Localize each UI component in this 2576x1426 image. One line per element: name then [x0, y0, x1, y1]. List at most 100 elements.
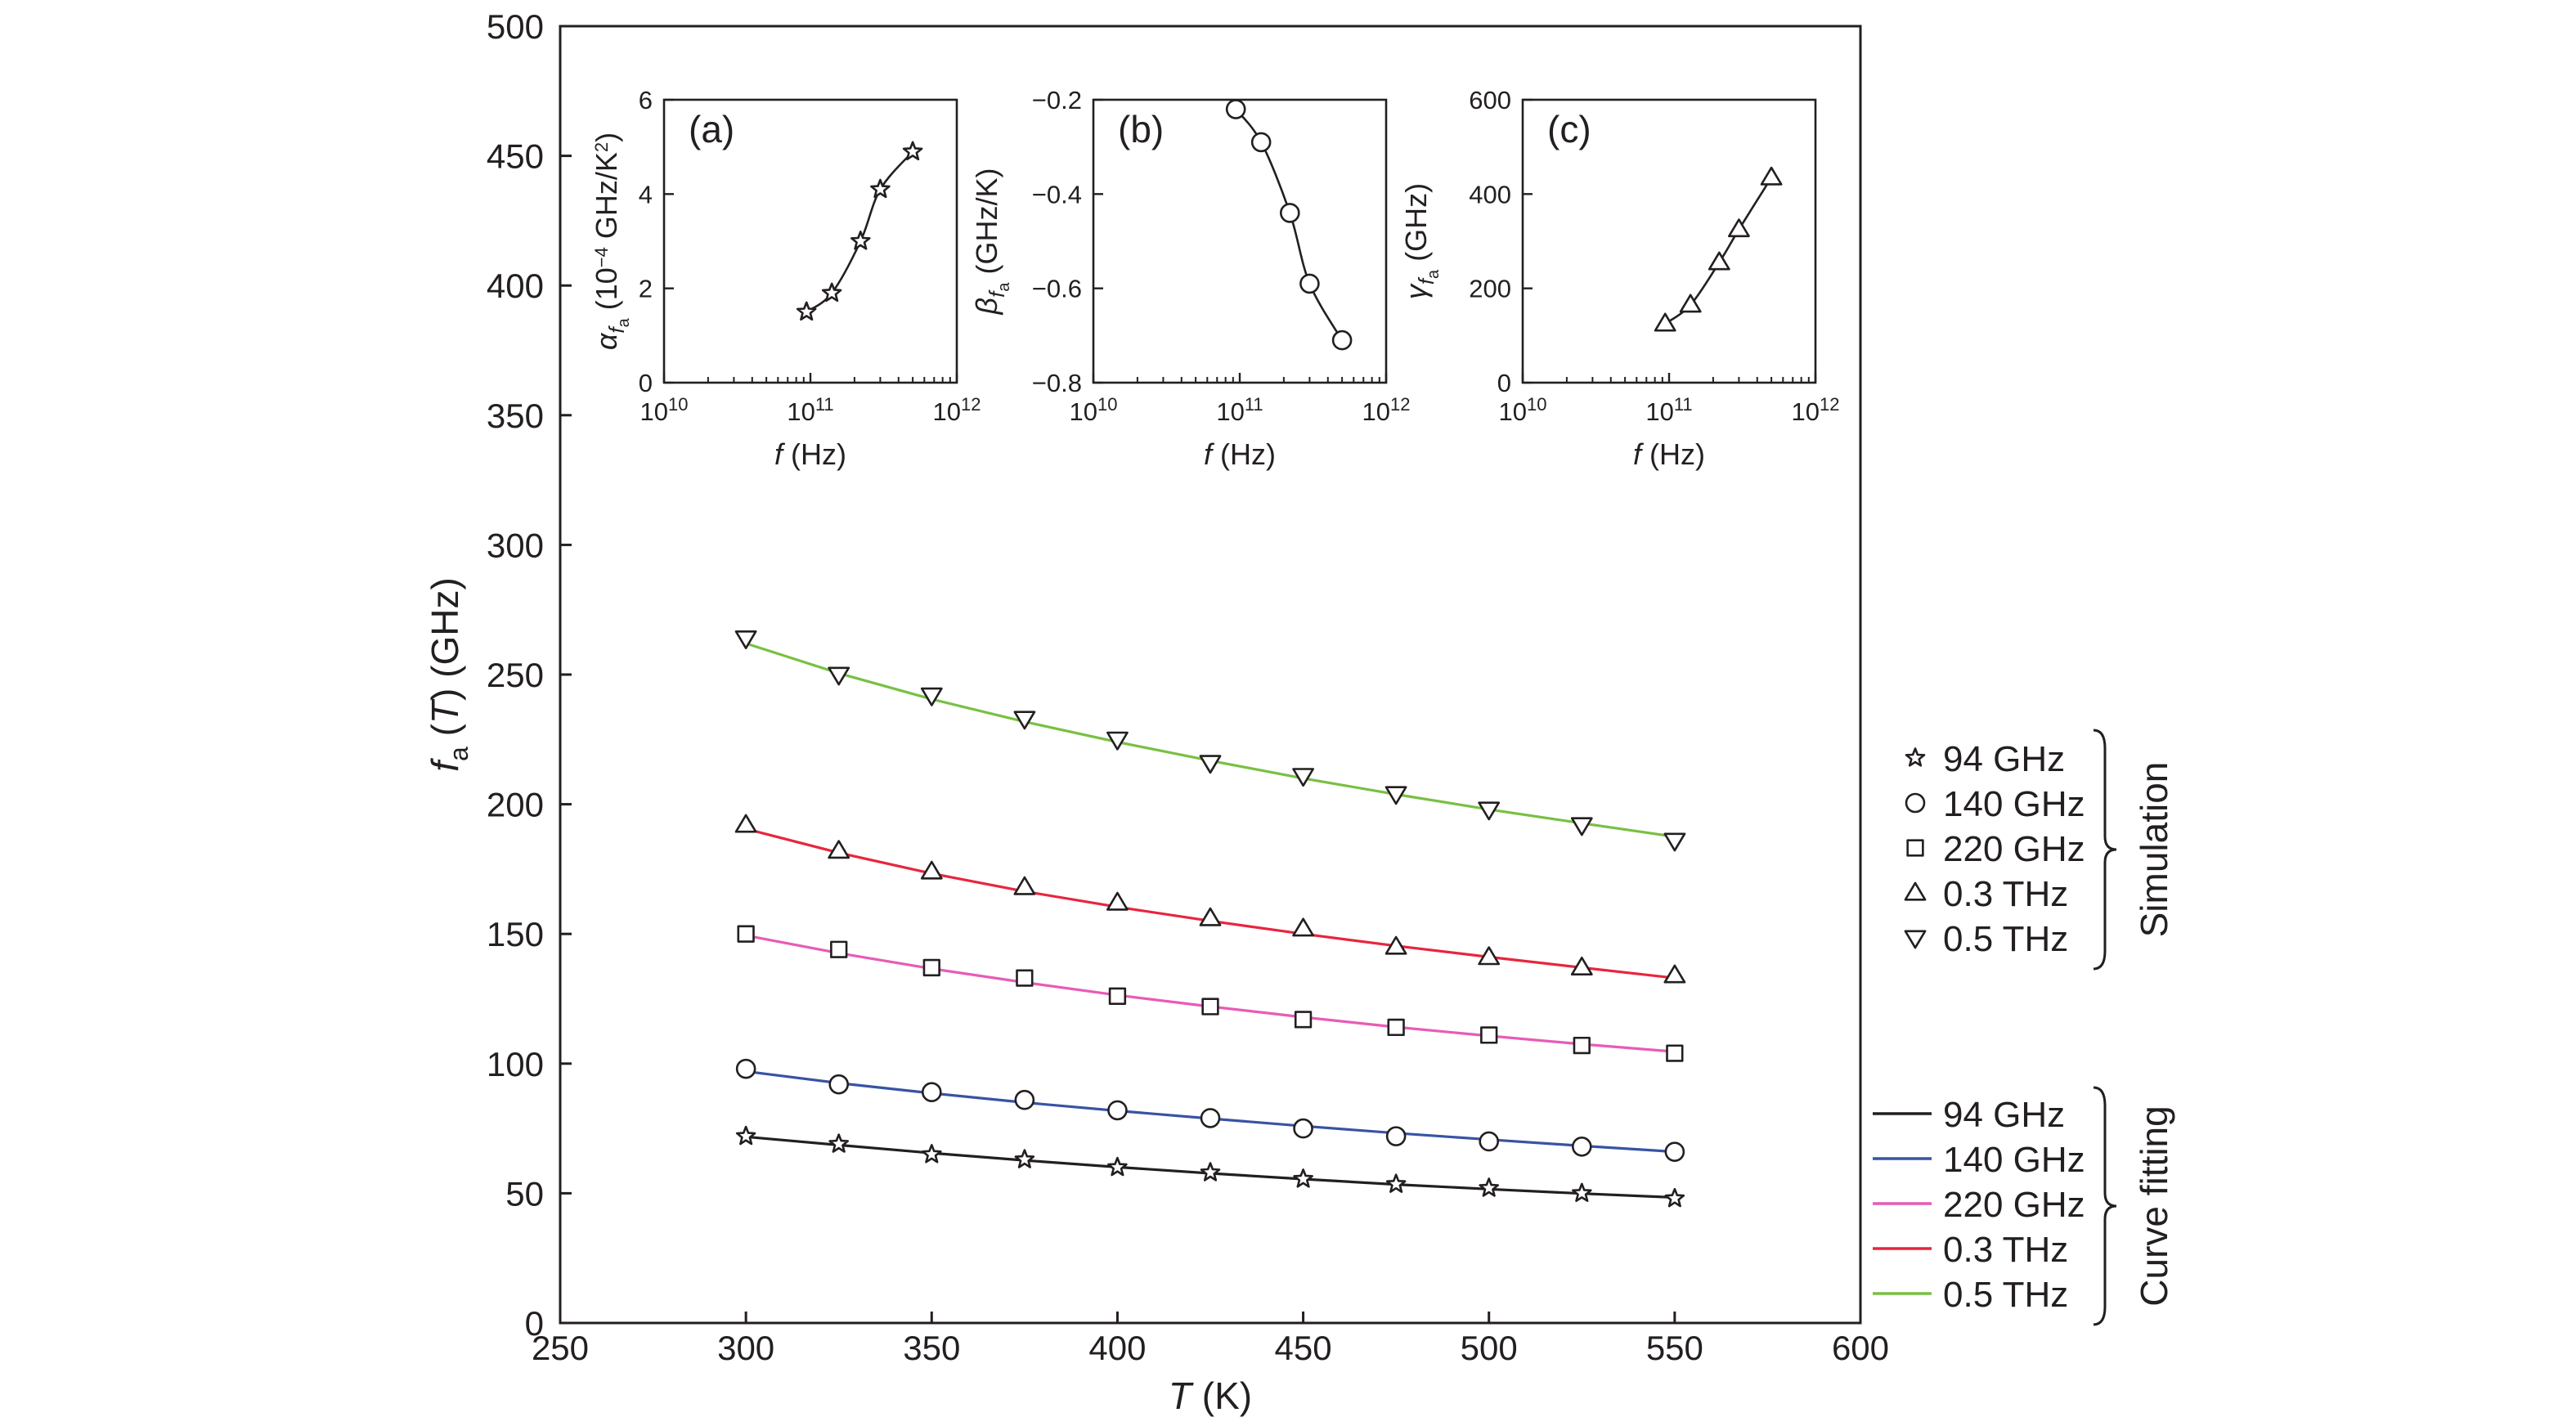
inset-y-axis-title-subsub: a: [995, 282, 1013, 292]
main-x-tick-label-550: 550: [1646, 1329, 1703, 1367]
sim-point-220-ghz-550: [1666, 1044, 1684, 1062]
inset-point-3: [870, 178, 891, 199]
inset-y-tick-label: 2: [639, 275, 653, 303]
sim-point-140-ghz-325: [828, 1074, 850, 1095]
inset-x-tick-exponent: 11: [815, 394, 834, 415]
sim-point-220-ghz-325: [830, 940, 848, 958]
inset-point-2: [850, 231, 871, 250]
inset-point-4: [1331, 330, 1353, 351]
inset-y-tick-label: −0.2: [1032, 86, 1082, 114]
fit-line-220-ghz: [745, 934, 1676, 1053]
inset-y-tick-label: 200: [1469, 275, 1511, 303]
inset-y-axis-title-subsub: a: [1425, 269, 1443, 279]
inset-point-1: [1250, 132, 1272, 153]
inset-y-axis-title-symbol: α: [590, 332, 623, 350]
main-x-tick-label-400: 400: [1088, 1329, 1146, 1367]
sim-point-140-ghz-350: [921, 1082, 942, 1102]
inset-x-tick-label: 1011: [787, 394, 833, 426]
main-y-tick-label-400: 400: [487, 267, 544, 305]
main-x-axis-title: T (K): [1169, 1374, 1252, 1417]
legend-fitting-title: Curve fitting: [2133, 1105, 2175, 1306]
inset-x-tick-base: 10: [1216, 397, 1244, 426]
sim-point-94-ghz-350: [922, 1144, 942, 1164]
inset-panel-label: (b): [1118, 108, 1164, 150]
legend-fit-label-94-ghz: 94 GHz: [1943, 1095, 2065, 1135]
sim-point-220-ghz-500: [1480, 1026, 1498, 1044]
inset-x-tick-base: 10: [1499, 397, 1527, 426]
main-x-axis-title-symbol: T: [1169, 1374, 1194, 1417]
sim-point-0-5-thz-425: [1199, 755, 1222, 774]
inset-frame: [1521, 98, 1817, 384]
main-y-axis-title-symbol: f: [424, 758, 466, 772]
sim-point-0-3-thz-375: [1013, 876, 1036, 895]
inset-y-tick-label: 0: [639, 369, 653, 397]
inset-x-tick-exponent: 12: [1820, 394, 1839, 415]
sim-point-94-ghz-300: [735, 1125, 756, 1146]
legend-sim-marker-0-3-thz: [1904, 881, 1927, 901]
sim-point-140-ghz-450: [1293, 1118, 1313, 1139]
inset-y-tick-label: 400: [1469, 180, 1511, 209]
main-y-tick-label-250: 250: [487, 656, 544, 694]
sim-point-0-5-thz-525: [1570, 817, 1593, 836]
main-y-tick-label-150: 150: [487, 915, 544, 953]
sim-point-94-ghz-400: [1107, 1156, 1128, 1177]
sim-point-220-ghz-400: [1108, 987, 1127, 1005]
inset-point-1: [1679, 294, 1702, 313]
main-y-tick-label-50: 50: [505, 1174, 544, 1213]
inset-point-3: [1728, 218, 1750, 238]
inset-point-4: [902, 141, 923, 161]
sim-point-0-5-thz-300: [734, 630, 757, 650]
inset-y-tick-label: 4: [639, 180, 653, 209]
main-plot: 250 300 350 400 450 500 550 6000501001502002503…: [424, 7, 1889, 1417]
inset-panel-label: (c): [1547, 108, 1591, 150]
sim-point-0-3-thz-550: [1663, 964, 1686, 984]
sim-point-140-ghz-300: [735, 1058, 756, 1079]
sim-point-94-ghz-525: [1572, 1182, 1592, 1202]
main-y-tick-label-200: 200: [487, 786, 544, 824]
main-y-axis-title-variable: T: [424, 698, 466, 724]
sim-point-140-ghz-375: [1014, 1089, 1035, 1110]
inset-x-tick-base: 10: [1645, 397, 1673, 426]
inset-x-tick-label: 1012: [933, 394, 981, 426]
inset-x-tick-label: 1011: [1645, 394, 1692, 426]
main-y-tick-label-450: 450: [487, 137, 544, 176]
sim-point-220-ghz-350: [922, 958, 940, 977]
inset-y-tick-label: −0.4: [1032, 180, 1082, 209]
sim-point-0-3-thz-350: [920, 860, 943, 880]
sim-point-0-5-thz-450: [1292, 768, 1314, 787]
inset-x-tick-exponent: 11: [1674, 394, 1693, 415]
inset-x-tick-label: 1010: [1070, 394, 1118, 426]
inset-y-axis-title-exponent: −4: [591, 247, 612, 267]
sim-point-140-ghz-475: [1385, 1126, 1407, 1146]
sim-point-94-ghz-450: [1293, 1168, 1313, 1188]
inset-x-axis-title-unit: (Hz): [1641, 437, 1705, 471]
sim-point-0-3-thz-400: [1106, 891, 1129, 911]
inset-x-tick-label: 1012: [1362, 394, 1411, 426]
sim-point-220-ghz-525: [1573, 1036, 1591, 1055]
inset-point-0: [1225, 99, 1246, 119]
sim-point-0-5-thz-325: [828, 666, 850, 686]
inset-x-tick-label: 1011: [1216, 394, 1263, 426]
sim-point-94-ghz-550: [1664, 1187, 1685, 1208]
inset-x-tick-label: 1010: [640, 394, 689, 426]
sim-point-0-5-thz-500: [1478, 801, 1501, 821]
inset-x-tick-base: 10: [1362, 397, 1390, 426]
inset-y-tick-label: 6: [639, 86, 653, 114]
inset-y-axis-title-unit: (GHz): [1399, 183, 1433, 270]
inset-y-tick-label: −0.6: [1032, 275, 1082, 303]
legend-sim-marker-220-ghz: [1906, 839, 1924, 857]
inset-point-1: [821, 282, 842, 303]
inset-y-tick-label: −0.8: [1032, 369, 1082, 397]
inset-y-axis-title: γfa (GHz): [1399, 183, 1443, 299]
sim-point-0-3-thz-500: [1478, 946, 1501, 966]
legend-sim-label-140-ghz: 140 GHz: [1943, 784, 2085, 824]
sim-point-220-ghz-425: [1201, 998, 1219, 1016]
inset-y-axis-title-symbol: γ: [1399, 283, 1433, 299]
inset-x-tick-label: 1012: [1792, 394, 1840, 426]
fit-line-0-3-thz: [745, 827, 1676, 980]
sim-point-220-ghz-375: [1016, 969, 1034, 987]
legend-simulation-brace: [2093, 729, 2117, 971]
